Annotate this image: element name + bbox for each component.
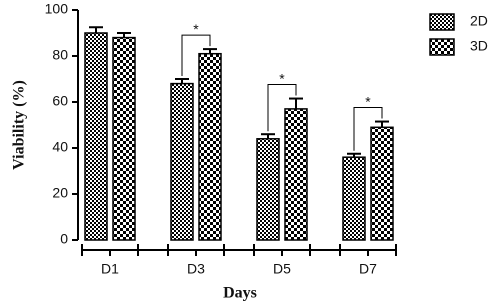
y-tick-label: 20 [52, 185, 68, 201]
significance-bracket [181, 34, 211, 76]
significance-label: * [365, 93, 371, 109]
x-axis-label: Days [223, 285, 257, 302]
bar [198, 52, 222, 241]
legend-swatch [429, 13, 455, 31]
bar [370, 126, 394, 241]
bar [256, 138, 280, 241]
legend-label: 2D [470, 13, 488, 29]
significance-bracket [353, 107, 383, 151]
x-tick-label: D7 [359, 261, 377, 277]
legend-swatch [429, 38, 455, 56]
significance-label: * [279, 70, 285, 86]
bar [170, 82, 194, 241]
y-tick-label: 0 [60, 231, 68, 247]
y-tick-label: 80 [52, 47, 68, 63]
x-tick-label: D1 [101, 261, 119, 277]
legend-label: 3D [470, 38, 488, 54]
bar [84, 32, 108, 241]
y-tick-label: 100 [45, 1, 69, 17]
bar [342, 156, 366, 241]
x-tick-label: D3 [187, 261, 205, 277]
bar [112, 36, 136, 241]
y-axis-label: Viability (%) [11, 80, 28, 170]
bar [284, 108, 308, 241]
y-tick-label: 60 [52, 93, 68, 109]
significance-label: * [193, 21, 199, 37]
y-tick-label: 40 [52, 139, 68, 155]
significance-bracket [267, 84, 297, 132]
x-tick-label: D5 [273, 261, 291, 277]
